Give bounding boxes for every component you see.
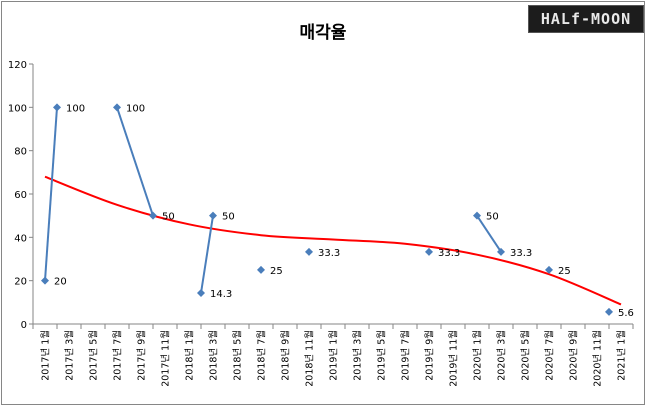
y-tick-label: 100	[8, 103, 27, 114]
data-point	[305, 247, 313, 256]
x-tick-label: 2017년 9월	[136, 330, 148, 381]
data-point	[113, 103, 121, 112]
x-tick-label: 2018년 1월	[184, 330, 196, 381]
data-point	[209, 211, 217, 220]
data-point	[425, 247, 433, 256]
data-point	[545, 265, 553, 274]
x-tick-label: 2017년 1월	[40, 330, 52, 381]
chart-title: 매각율	[300, 23, 347, 43]
data-point	[53, 103, 61, 112]
data-label: 50	[222, 212, 235, 223]
data-point	[605, 307, 613, 316]
series-segment	[476, 215, 502, 253]
data-point	[473, 211, 481, 220]
data-label: 50	[162, 212, 175, 223]
x-tick-label: 2018년 3월	[208, 330, 220, 381]
x-tick-label: 2019년 5월	[376, 330, 388, 381]
data-label: 33.3	[510, 248, 532, 259]
series-segment	[44, 107, 58, 281]
watermark-logo: HALf-MOON	[528, 5, 644, 33]
x-tick-label: 2020년 9월	[568, 330, 580, 381]
data-points	[41, 103, 613, 316]
y-tick-label: 40	[14, 233, 27, 244]
x-tick-label: 2018년 11월	[304, 330, 316, 387]
x-tick-label: 2019년 11월	[448, 330, 460, 387]
data-label: 5.6	[618, 308, 634, 319]
x-tick-label: 2020년 3월	[496, 330, 508, 381]
y-tick-label: 120	[8, 60, 27, 71]
x-tick-label: 2018년 5월	[232, 330, 244, 381]
y-tick-label: 20	[14, 277, 27, 288]
x-tick-label: 2021년 1월	[616, 330, 628, 381]
data-label: 50	[486, 212, 499, 223]
x-tick-label: 2017년 7월	[112, 330, 124, 381]
data-label: 14.3	[210, 289, 232, 300]
x-tick-label: 2019년 9월	[424, 330, 436, 381]
x-tick-label: 2020년 11월	[592, 330, 604, 387]
x-tick-label: 2018년 7월	[256, 330, 268, 381]
data-label: 25	[558, 266, 571, 277]
data-point	[257, 265, 265, 274]
x-tick-label: 2020년 7월	[544, 330, 556, 381]
y-tick-label: 80	[14, 147, 27, 158]
data-point	[197, 289, 205, 298]
data-label: 25	[270, 266, 283, 277]
trendline-curve	[44, 175, 622, 306]
x-tick-label: 2018년 9월	[280, 330, 292, 381]
series-lines	[44, 107, 502, 294]
y-tick-label: 60	[14, 190, 27, 201]
data-label: 100	[66, 103, 85, 114]
x-tick-label: 2017년 3월	[64, 330, 76, 381]
data-point	[41, 276, 49, 285]
data-label: 33.3	[438, 248, 460, 259]
x-tick-label: 2017년 11월	[160, 330, 172, 387]
x-tick-label: 2019년 3월	[352, 330, 364, 381]
x-tick-label: 2019년 7월	[400, 330, 412, 381]
data-point	[497, 247, 505, 256]
data-labels: 20 100 100 50 14.3 50 25 33.3 33.3 50 33.3 25 5.6	[54, 103, 634, 319]
series-segment	[116, 107, 154, 216]
series-segment	[200, 215, 214, 294]
data-label: 33.3	[318, 248, 340, 259]
data-label: 20	[54, 277, 67, 288]
axes: 0 20 40 60 80 100 120 2017년 1월 2017년 3월 2017년 5월 2…	[8, 60, 634, 387]
data-point	[149, 211, 157, 220]
y-tick-label: 0	[21, 320, 27, 331]
x-tick-label: 2019년 1월	[328, 330, 340, 381]
trendline	[44, 175, 622, 306]
x-tick-label: 2017년 5월	[88, 330, 100, 381]
data-label: 100	[126, 103, 145, 114]
x-tick-label: 2020년 1월	[472, 330, 484, 381]
x-tick-label: 2020년 5월	[520, 330, 532, 381]
